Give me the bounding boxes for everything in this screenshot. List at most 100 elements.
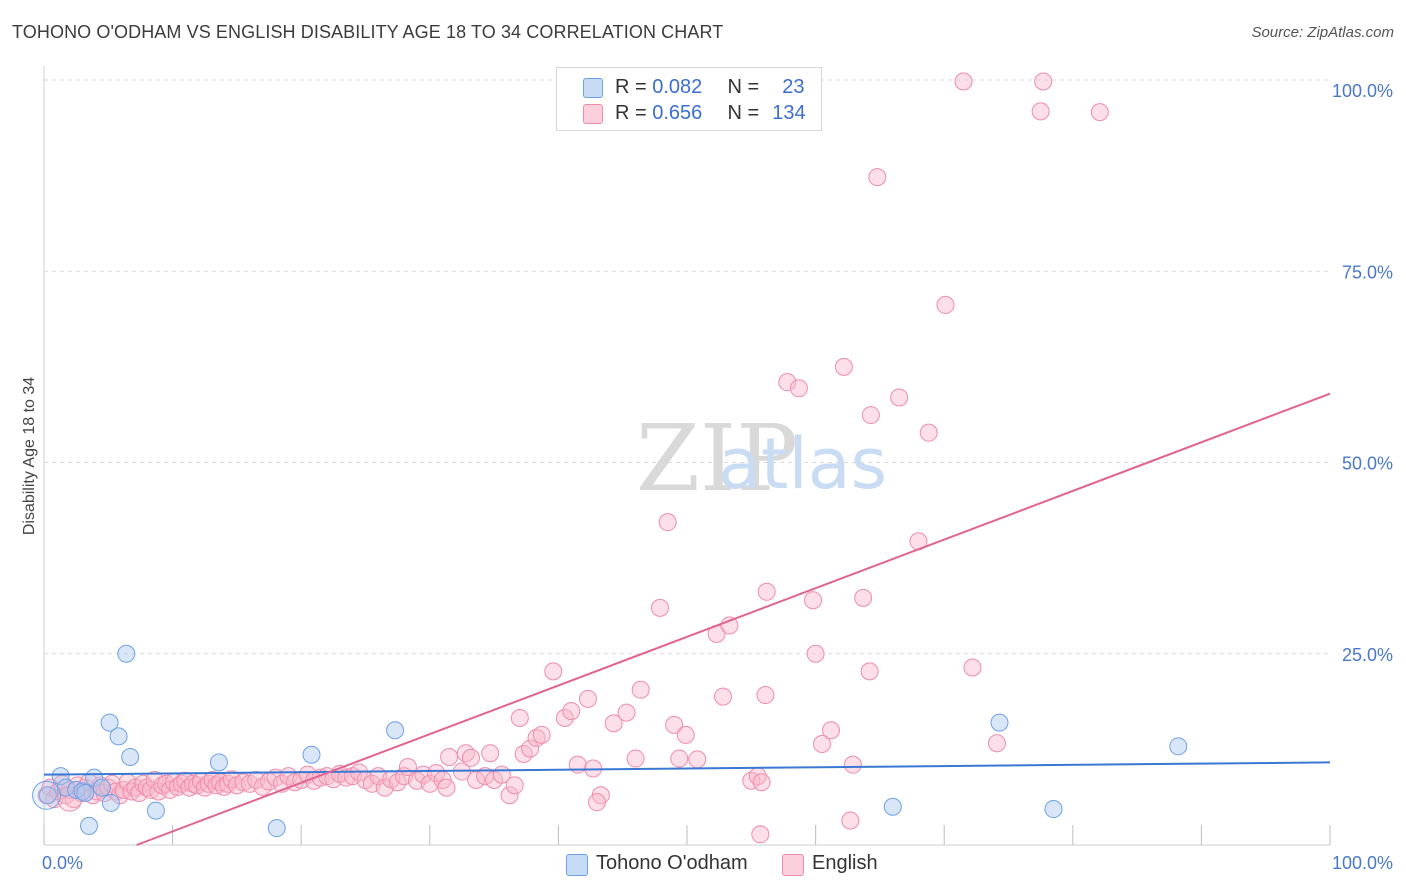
english-point (587, 793, 606, 812)
x-tick-label-0: 0.0% (42, 853, 83, 873)
legend-r-value: 0.082 (652, 76, 703, 98)
english-point (650, 598, 669, 617)
english-point (617, 703, 636, 722)
english-point (481, 744, 500, 763)
y-tick-label-2: 75.0% (1342, 262, 1393, 282)
english-point (752, 773, 771, 792)
english-point (562, 702, 581, 721)
tohono-point (92, 778, 111, 797)
english-point (1031, 102, 1050, 121)
english-point (440, 748, 459, 767)
legend-n-value: 134 (772, 102, 806, 124)
english-point (670, 749, 689, 768)
english-point (532, 725, 551, 744)
english-point-large (57, 786, 83, 812)
tohono-point-large (32, 780, 62, 810)
axes (43, 66, 1331, 846)
english-point (854, 588, 873, 607)
english-point (222, 770, 241, 789)
english-point (665, 715, 684, 734)
x-tick-label-1: 100.0% (1332, 853, 1393, 873)
english-point (505, 776, 524, 795)
tohono-point (101, 793, 120, 812)
tohono-point (1169, 737, 1188, 756)
english-point (834, 357, 853, 376)
tohono-points (32, 644, 1188, 838)
english-point (868, 168, 887, 187)
english-point (757, 582, 776, 601)
source-label: Source: ZipAtlas.com (1251, 24, 1394, 41)
english-point (714, 687, 733, 706)
english-point (751, 825, 770, 844)
legend-n-label: N = (727, 76, 760, 98)
tohono-point (100, 713, 119, 732)
watermark-zip: ZIP (636, 405, 798, 512)
chart-title: TOHONO O'ODHAM VS ENGLISH DISABILITY AGE… (12, 22, 724, 42)
tohono-point (80, 816, 99, 835)
legend-r-label: R = (615, 102, 647, 124)
tohono-point (883, 797, 902, 816)
y-tick-label-1: 50.0% (1342, 454, 1393, 474)
english-point (631, 680, 650, 699)
legend-r-label: R = (615, 76, 647, 98)
english-points (37, 72, 1109, 844)
tohono-point (51, 767, 70, 786)
english-point (756, 686, 775, 705)
tick-labels: 25.0% 50.0% 75.0% 100.0% 0.0% 100.0% (42, 81, 1393, 873)
trend-lines (43, 392, 1331, 846)
english-point (461, 748, 480, 767)
watermark: ZIP atlas (636, 405, 887, 512)
english-point (778, 373, 797, 392)
tohono-point (121, 748, 140, 767)
tohono-point (76, 783, 95, 802)
english-point (936, 295, 955, 314)
tohono-point (1044, 800, 1063, 819)
legend-n-value: 23 (782, 76, 805, 98)
english-trend-line (136, 392, 1331, 846)
bottom-legend-swatch-english (782, 854, 804, 876)
english-point (987, 734, 1006, 753)
english-point (1090, 103, 1109, 122)
watermark-atlas: atlas (718, 423, 887, 505)
bottom-legend-label-tohono: Tohono O'odham (596, 852, 748, 874)
english-point (437, 778, 456, 797)
english-point (861, 406, 880, 425)
y-tick-label-0: 25.0% (1342, 645, 1393, 665)
tohono-point (38, 786, 57, 805)
bottom-legend-label-english: English (812, 852, 878, 874)
english-point (510, 709, 529, 728)
legend-n-label: N = (727, 102, 760, 124)
english-point (813, 735, 832, 754)
english-point (841, 811, 860, 830)
english-point (720, 616, 739, 635)
english-point (500, 786, 519, 805)
tohono-trend-line (43, 761, 1331, 776)
english-point (806, 644, 825, 663)
legend-swatch-tohono (583, 78, 603, 98)
y-tick-label-3: 100.0% (1332, 81, 1393, 101)
english-point (555, 709, 574, 728)
tohono-point (109, 727, 128, 746)
legend-r-value: 0.656 (652, 102, 703, 124)
english-point (804, 591, 823, 610)
legend: R = 0.082 N = 23 R = 0.656 N = 134 (556, 67, 822, 131)
english-point (676, 725, 695, 744)
tohono-point (386, 721, 405, 740)
english-point (544, 662, 563, 681)
english-point (822, 721, 841, 740)
english-point (247, 770, 266, 789)
english-point (521, 739, 540, 758)
y-axis-label: Disability Age 18 to 34 (21, 377, 38, 535)
english-point (626, 749, 645, 768)
legend-swatch-english (583, 104, 603, 124)
english-point (427, 764, 446, 783)
english-point (963, 658, 982, 677)
bottom-legend-swatch-tohono (566, 854, 588, 876)
tohono-point (302, 745, 321, 764)
english-point (688, 750, 707, 769)
english-point (578, 689, 597, 708)
tohono-point (990, 713, 1009, 732)
english-point (954, 72, 973, 91)
english-point (843, 755, 862, 774)
